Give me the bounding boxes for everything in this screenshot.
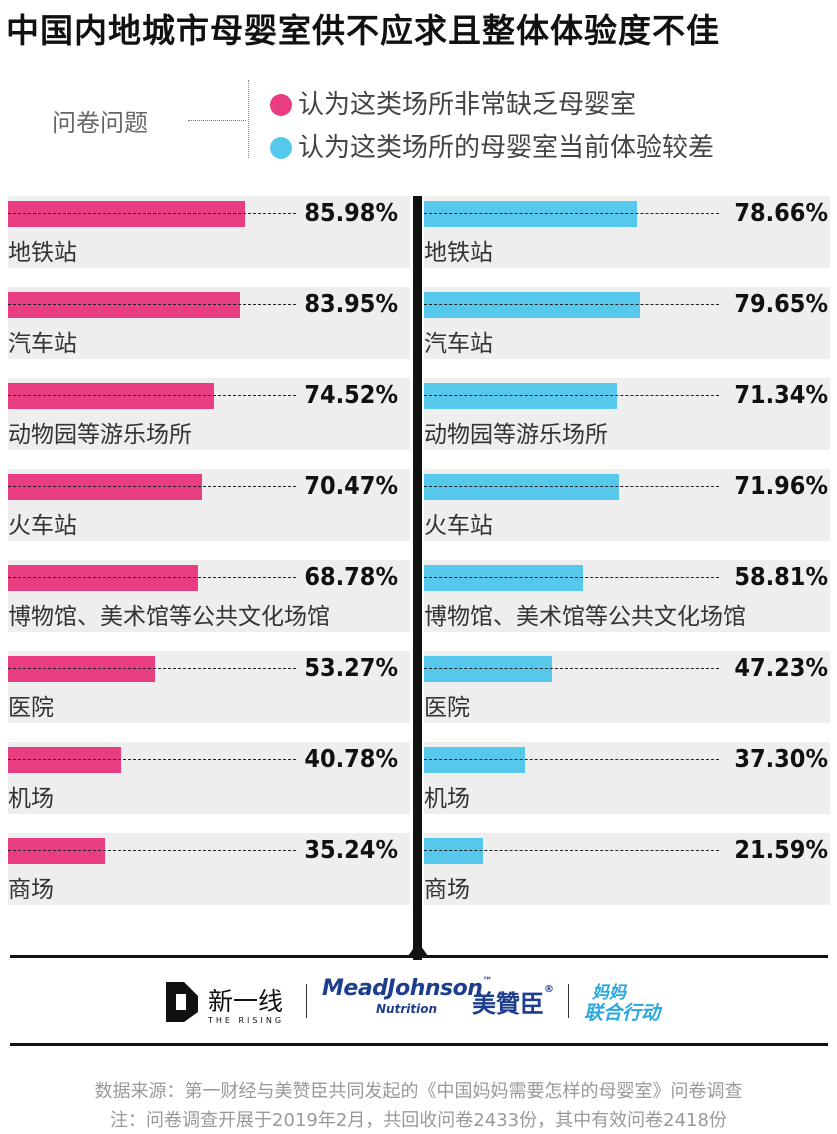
bar: [424, 747, 526, 773]
category-label: 商场: [8, 877, 54, 903]
legend-divider-line: [248, 80, 249, 158]
data-label: 71.34%: [734, 380, 828, 409]
bar: [424, 474, 619, 500]
leader-line: [8, 577, 296, 578]
data-label: 53.27%: [304, 653, 398, 682]
legend-item-poor-experience: 认为这类场所的母婴室当前体验较差: [270, 127, 714, 164]
bar: [8, 747, 121, 773]
bar: [424, 201, 638, 227]
leader-line: [424, 850, 719, 851]
category-label: 汽车站: [8, 331, 77, 357]
category-label: 地铁站: [424, 240, 493, 266]
divider-arrow-icon: [408, 942, 428, 956]
category-label: 博物馆、美术馆等公共文化场馆: [8, 604, 330, 630]
bar: [424, 383, 618, 409]
bar: [8, 383, 214, 409]
data-label: 35.24%: [304, 835, 398, 864]
bar: [424, 656, 552, 682]
leader-line: [424, 304, 719, 305]
leader-line: [8, 304, 296, 305]
leader-line: [8, 395, 296, 396]
data-label: 85.98%: [304, 198, 398, 227]
bar: [8, 474, 203, 500]
leader-line: [8, 668, 296, 669]
bar: [8, 201, 246, 227]
mama-line1: 妈妈: [592, 983, 626, 1003]
leader-line: [424, 395, 719, 396]
category-label: 机场: [424, 786, 470, 812]
legend-question-label: 问卷问题: [52, 109, 148, 137]
chart-center-divider: [413, 196, 422, 960]
leader-line: [424, 759, 719, 760]
data-label: 71.96%: [734, 471, 828, 500]
meadjohnson-text: MeadJohnson: [322, 976, 483, 1001]
meizanchen-text: 美贊臣: [472, 990, 544, 1018]
legend-item-shortage-label: 认为这类场所非常缺乏母婴室: [298, 90, 637, 120]
category-label: 火车站: [424, 513, 493, 539]
data-label: 37.30%: [734, 744, 828, 773]
data-label: 74.52%: [304, 380, 398, 409]
bar: [8, 565, 198, 591]
bar: [424, 838, 483, 864]
bottom-rule: [10, 1043, 828, 1046]
meadjohnson-logo: MeadJohnson™ Nutrition: [322, 976, 492, 1016]
leader-line: [8, 213, 296, 214]
leader-line: [8, 486, 296, 487]
meizanchen-reg: ®: [544, 984, 554, 995]
category-label: 地铁站: [8, 240, 77, 266]
footer-source: 数据来源：第一财经与美赞臣共同发起的《中国妈妈需要怎样的母婴室》问卷调查: [94, 1081, 743, 1102]
category-label: 医院: [424, 695, 470, 721]
leader-line: [424, 668, 719, 669]
leader-line: [424, 577, 719, 578]
category-label: 动物园等游乐场所: [424, 422, 608, 448]
nutrition-text: Nutrition: [376, 1002, 437, 1016]
pink-dot-icon: [270, 94, 292, 116]
category-label: 商场: [424, 877, 470, 903]
data-label: 79.65%: [734, 289, 828, 318]
data-label: 70.47%: [304, 471, 398, 500]
category-label: 机场: [8, 786, 54, 812]
footer-note: 注：问卷调查开展于2019年2月，共回收问卷2433份，其中有效问卷2418份: [110, 1110, 727, 1131]
leader-line: [8, 850, 296, 851]
data-label: 47.23%: [734, 653, 828, 682]
bar: [8, 292, 240, 318]
logo-separator: [568, 984, 569, 1018]
blue-dot-icon: [270, 137, 292, 159]
data-label: 21.59%: [734, 835, 828, 864]
data-label: 78.66%: [734, 198, 828, 227]
xinyixian-cn: 新一线: [208, 987, 284, 1016]
data-label: 83.95%: [304, 289, 398, 318]
chart-title: 中国内地城市母婴室供不应求且整体体验度不佳: [6, 11, 720, 50]
logo-separator: [306, 984, 307, 1018]
meadjohnson-tm: ™: [482, 976, 492, 987]
leader-line: [8, 759, 296, 760]
bar: [424, 565, 584, 591]
xinyixian-en: THE RISING: [208, 1016, 285, 1025]
legend-item-shortage: 认为这类场所非常缺乏母婴室: [270, 84, 636, 121]
leader-line: [424, 213, 719, 214]
legend-item-poor-experience-label: 认为这类场所的母婴室当前体验较差: [298, 133, 715, 163]
sponsor-logos: 新一线 THE RISING MeadJohnson™ Nutrition 美贊…: [0, 972, 837, 1032]
bar: [424, 292, 640, 318]
category-label: 汽车站: [424, 331, 493, 357]
bar: [8, 838, 106, 864]
legend-connector-line: [188, 120, 246, 121]
mama-line2: 联合行动: [584, 1002, 661, 1024]
meizanchen-logo: 美贊臣®: [472, 984, 554, 1019]
data-label: 68.78%: [304, 562, 398, 591]
xinyixian-mark-icon: [166, 982, 198, 1022]
category-label: 医院: [8, 695, 54, 721]
category-label: 博物馆、美术馆等公共文化场馆: [424, 604, 746, 630]
data-label: 40.78%: [304, 744, 398, 773]
leader-line: [424, 486, 719, 487]
category-label: 动物园等游乐场所: [8, 422, 192, 448]
top-rule: [10, 955, 828, 958]
category-label: 火车站: [8, 513, 77, 539]
bar: [8, 656, 156, 682]
row-band: [424, 833, 830, 905]
data-label: 58.81%: [734, 562, 828, 591]
